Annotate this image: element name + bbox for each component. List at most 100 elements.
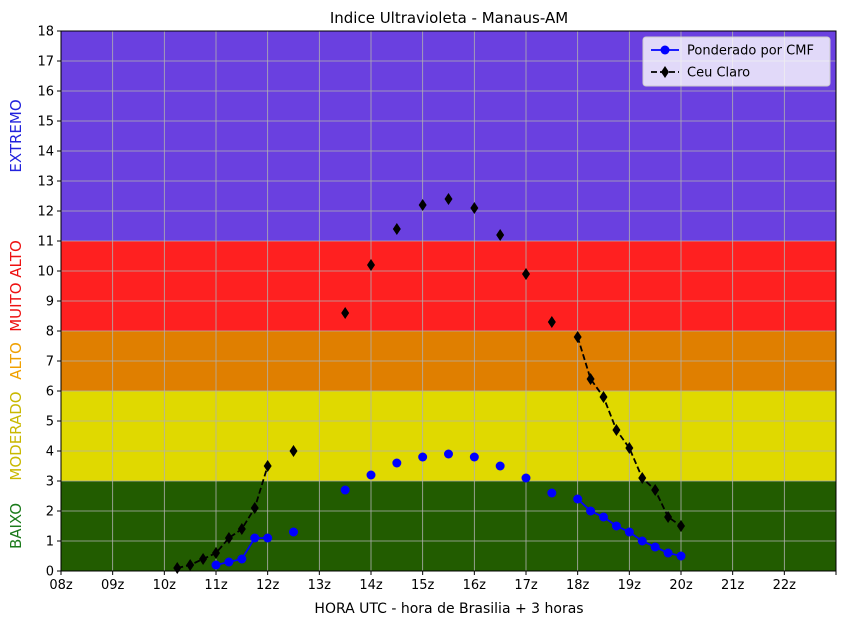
data-point-ceu-claro — [586, 373, 595, 385]
y-tick-label: 17 — [37, 55, 54, 70]
data-point-ceu-claro — [224, 532, 233, 544]
y-tick-label: 7 — [46, 355, 54, 370]
data-point-ceu-claro — [263, 460, 272, 472]
data-point-cmf — [224, 557, 234, 567]
x-tick-label: 11z — [204, 578, 228, 593]
data-point-ceu-claro — [289, 445, 298, 457]
data-point-cmf — [573, 494, 583, 504]
y-tick-label: 15 — [37, 115, 54, 130]
data-point-ceu-claro — [625, 442, 634, 454]
x-tick-label: 09z — [101, 578, 125, 593]
y-tick-label: 13 — [37, 175, 54, 190]
data-point-ceu-claro — [199, 553, 208, 565]
band-labels: BAIXO MODERADO ALTO MUITO ALTO EXTREMO — [7, 99, 25, 549]
legend: Ponderado por CMF Ceu Claro — [642, 36, 831, 87]
data-point-cmf — [495, 461, 505, 471]
x-tick-label: 10z — [153, 578, 177, 593]
data-point-cmf — [340, 485, 350, 495]
data-point-cmf — [599, 512, 608, 522]
x-tick-label: 20z — [669, 578, 693, 593]
data-point-cmf — [392, 458, 402, 468]
y-tick-label: 16 — [37, 85, 54, 100]
x-axis-label: HORA UTC - hora de Brasilia + 3 horas — [314, 601, 583, 617]
uv-category-bands — [61, 31, 836, 571]
band-label: MUITO ALTO — [7, 240, 25, 332]
data-point-ceu-claro — [651, 484, 660, 496]
data-point-ceu-claro — [212, 547, 220, 559]
band-label: BAIXO — [7, 503, 25, 549]
data-point-cmf — [521, 473, 531, 483]
legend-box — [642, 36, 831, 87]
data-point-ceu-claro — [664, 511, 673, 523]
y-tick-label: 12 — [37, 205, 54, 220]
band-label: ALTO — [7, 342, 25, 380]
band-label: MODERADO — [7, 391, 25, 480]
data-point-cmf — [211, 560, 221, 570]
data-point-ceu-claro — [677, 520, 685, 532]
series-line — [576, 336, 682, 527]
y-tick-label: 4 — [46, 445, 54, 460]
y-tick-label: 2 — [46, 505, 54, 520]
x-tick-label: 15z — [411, 578, 435, 593]
data-point-cmf — [418, 452, 428, 462]
x-tick-label: 22z — [773, 578, 797, 593]
data-point-cmf — [547, 488, 557, 498]
x-tick-label: 16z — [463, 578, 487, 593]
y-tick-label: 3 — [46, 475, 54, 490]
legend-marker-circle — [660, 45, 670, 55]
data-point-cmf — [250, 533, 260, 543]
data-point-cmf — [469, 452, 479, 462]
data-point-cmf — [676, 551, 686, 561]
data-point-cmf — [650, 542, 660, 552]
data-point-cmf — [637, 536, 647, 546]
band-baixo — [61, 481, 836, 571]
y-tick-label: 0 — [46, 565, 54, 580]
data-point-ceu-claro — [638, 472, 647, 484]
data-point-ceu-claro — [612, 424, 621, 436]
data-point-cmf — [263, 533, 273, 543]
band-moderado — [61, 391, 836, 481]
y-tick-label: 11 — [37, 235, 54, 250]
data-point-ceu-claro — [186, 559, 195, 571]
x-tick-label: 14z — [359, 578, 383, 593]
data-point-cmf — [366, 470, 376, 480]
data-point-ceu-claro — [392, 223, 401, 235]
series-markers — [173, 193, 686, 574]
y-tick-label: 6 — [46, 385, 54, 400]
x-tick-label: 19z — [618, 578, 642, 593]
x-tick-label: 17z — [514, 578, 538, 593]
data-point-cmf — [663, 548, 673, 558]
data-point-ceu-claro — [573, 331, 582, 343]
data-point-ceu-claro — [522, 268, 530, 280]
data-point-ceu-claro — [237, 523, 246, 535]
x-tick-label: 08z — [49, 578, 73, 593]
data-point-ceu-claro — [418, 199, 427, 211]
data-point-cmf — [444, 449, 453, 459]
x-tick-label: 21z — [721, 578, 745, 593]
legend-label: Ponderado por CMF — [687, 44, 814, 59]
y-tick-label: 14 — [37, 145, 54, 160]
band-label: EXTREMO — [7, 99, 25, 172]
x-tick-label: 13z — [308, 578, 332, 593]
data-point-cmf — [586, 506, 596, 516]
data-point-ceu-claro — [444, 193, 453, 205]
data-point-ceu-claro — [547, 316, 556, 328]
data-point-ceu-claro — [496, 229, 505, 241]
x-axis-ticks: 08z 09z 10z 11z 12z 13z 14z 15z 16z 17z 18z 19z 20z 2… — [49, 571, 837, 593]
data-point-cmf — [237, 554, 247, 564]
data-point-ceu-claro — [367, 259, 375, 271]
data-point-cmf — [611, 521, 621, 531]
y-tick-label: 9 — [46, 295, 54, 310]
grid-lines — [60, 30, 837, 572]
data-point-ceu-claro — [250, 502, 259, 514]
legend-label: Ceu Claro — [687, 66, 750, 81]
y-tick-label: 1 — [46, 535, 54, 550]
data-point-cmf — [289, 527, 298, 537]
y-tick-label: 5 — [46, 415, 54, 430]
chart-title: Indice Ultravioleta - Manaus-AM — [330, 9, 568, 27]
data-point-ceu-claro — [599, 391, 608, 403]
legend-marker-diamond — [661, 66, 669, 78]
band-muito-alto — [61, 241, 836, 331]
